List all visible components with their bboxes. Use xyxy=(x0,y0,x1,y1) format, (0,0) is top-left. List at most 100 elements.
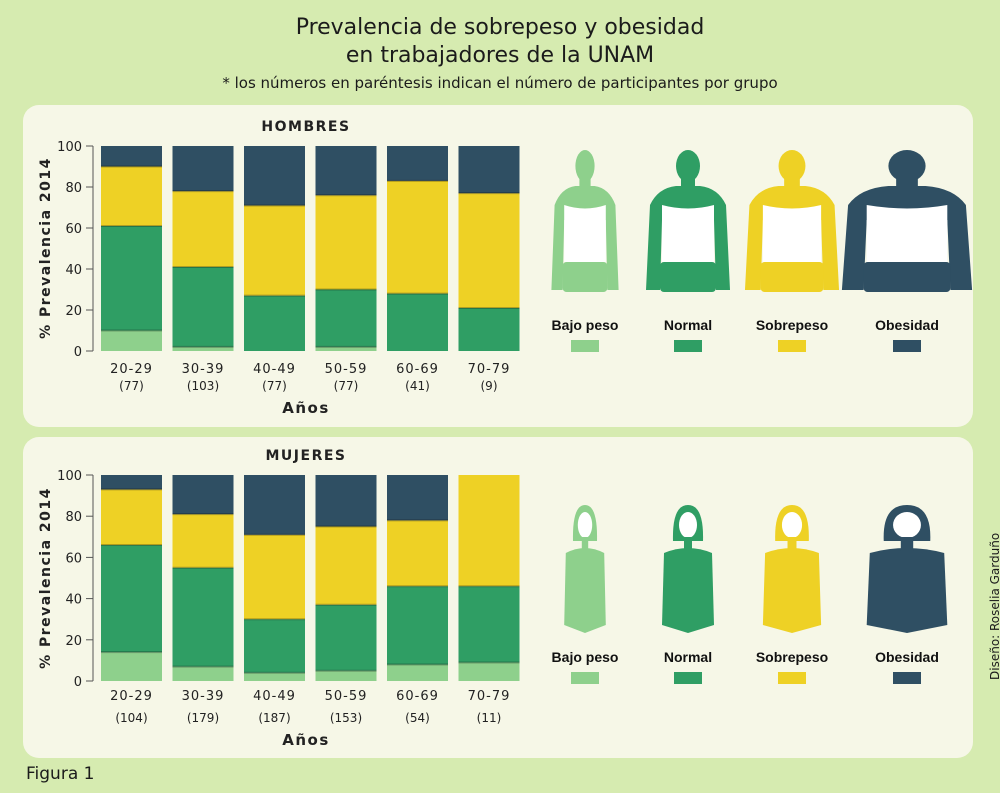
men-bar-normal xyxy=(244,295,305,351)
women-legend-label: Bajo peso xyxy=(552,649,619,665)
women-y-tick-label: 40 xyxy=(65,593,82,608)
men-category-label: 20-29 xyxy=(110,362,153,377)
women-obese-figure-icon xyxy=(866,505,948,633)
men-bar-normal xyxy=(458,307,520,351)
women-bar-bajo-peso xyxy=(387,664,448,681)
men-y-tick-label: 80 xyxy=(65,181,82,196)
men-chart-title: HOMBRES xyxy=(261,119,350,135)
women-normal-weight-figure-icon xyxy=(662,505,714,633)
men-category-label: 50-59 xyxy=(325,362,368,377)
women-category-label: 60-69 xyxy=(396,689,439,704)
men-legend-swatch xyxy=(571,340,599,352)
women-participants-label: (54) xyxy=(405,711,430,725)
men-bar-normal xyxy=(101,225,162,331)
men-category-label: 70-79 xyxy=(468,362,511,377)
women-bar-bajo-peso xyxy=(172,666,234,681)
women-participants-label: (179) xyxy=(187,711,219,725)
women-participants-label: (104) xyxy=(115,711,147,725)
women-bar-obesidad xyxy=(244,475,305,535)
women-bar-normal xyxy=(244,619,305,673)
men-category-label: 60-69 xyxy=(396,362,439,377)
women-bar-obesidad xyxy=(101,475,162,490)
men-participants-label: (77) xyxy=(262,379,287,393)
participants-note: * los números en paréntesis indican el n… xyxy=(222,74,778,92)
women-y-tick-label: 100 xyxy=(57,469,82,484)
men-y-axis-label: % Prevalencia 2014 xyxy=(38,157,54,339)
women-bar-normal xyxy=(172,567,234,667)
women-bar-normal xyxy=(387,586,448,665)
women-legend-label: Normal xyxy=(664,649,712,665)
men-category-label: 40-49 xyxy=(253,362,296,377)
women-bar-normal xyxy=(101,545,162,653)
women-participants-label: (11) xyxy=(477,711,502,725)
women-bar-normal xyxy=(315,604,377,671)
men-legend-swatch xyxy=(778,340,806,352)
men-underweight-figure-icon xyxy=(551,150,619,292)
men-bar-bajo-peso xyxy=(101,330,162,351)
men-legend-label: Sobrepeso xyxy=(756,317,828,333)
men-y-tick-label: 60 xyxy=(65,222,82,237)
men-bar-normal xyxy=(172,266,234,347)
design-credit: Diseño: Roselia Garduño xyxy=(988,532,1000,680)
men-obese-figure-icon xyxy=(841,150,973,292)
men-y-tick-label: 0 xyxy=(74,345,82,360)
women-y-axis-label: % Prevalencia 2014 xyxy=(38,487,54,669)
women-chart-title: MUJERES xyxy=(266,448,347,464)
women-bar-sobrepeso xyxy=(315,526,377,605)
men-overweight-figure-icon xyxy=(744,150,840,292)
men-bar-obesidad xyxy=(387,146,448,181)
women-bar-obesidad xyxy=(315,475,377,527)
men-bar-bajo-peso xyxy=(315,346,377,351)
women-underweight-figure-icon xyxy=(564,505,606,633)
women-bar-obesidad xyxy=(172,475,234,515)
figure-label: Figura 1 xyxy=(26,764,95,784)
men-legend-label: Obesidad xyxy=(875,317,939,333)
men-y-tick-label: 100 xyxy=(57,140,82,155)
women-bar-sobrepeso xyxy=(458,475,520,587)
women-bar-sobrepeso xyxy=(387,520,448,587)
men-bar-sobrepeso xyxy=(458,193,520,308)
women-y-tick-label: 20 xyxy=(65,634,82,649)
men-bar-bajo-peso xyxy=(172,346,234,351)
women-legend-swatch xyxy=(571,672,599,684)
men-bar-sobrepeso xyxy=(387,180,448,294)
women-category-label: 20-29 xyxy=(110,689,153,704)
men-bar-obesidad xyxy=(172,146,234,192)
men-participants-label: (41) xyxy=(405,379,430,393)
women-y-tick-label: 80 xyxy=(65,510,82,525)
women-legend-label: Obesidad xyxy=(875,649,939,665)
women-legend-swatch xyxy=(674,672,702,684)
figure-title-line-2: en trabajadores de la UNAM xyxy=(345,43,655,68)
women-bar-bajo-peso xyxy=(101,652,162,681)
women-category-label: 50-59 xyxy=(325,689,368,704)
men-normal-weight-figure-icon xyxy=(646,150,730,292)
women-bar-obesidad xyxy=(387,475,448,521)
women-legend-swatch xyxy=(778,672,806,684)
men-x-axis-label: Años xyxy=(282,399,330,417)
men-bar-obesidad xyxy=(315,146,377,196)
men-bar-sobrepeso xyxy=(244,205,305,296)
women-legend-label: Sobrepeso xyxy=(756,649,828,665)
men-bar-sobrepeso xyxy=(101,166,162,226)
men-bar-obesidad xyxy=(101,146,162,167)
women-participants-label: (187) xyxy=(258,711,290,725)
women-category-label: 30-39 xyxy=(182,689,225,704)
women-bar-sobrepeso xyxy=(244,534,305,620)
men-y-tick-label: 40 xyxy=(65,263,82,278)
men-bar-sobrepeso xyxy=(315,195,377,290)
women-overweight-figure-icon xyxy=(762,505,822,633)
men-legend-label: Normal xyxy=(664,317,712,333)
women-y-tick-label: 60 xyxy=(65,551,82,566)
women-x-axis-label: Años xyxy=(282,731,330,749)
women-bar-normal xyxy=(458,586,520,663)
men-y-tick-label: 20 xyxy=(65,304,82,319)
men-participants-label: (77) xyxy=(119,379,144,393)
figure-title-line-1: Prevalencia de sobrepeso y obesidad xyxy=(295,15,705,40)
men-category-label: 30-39 xyxy=(182,362,225,377)
men-bar-obesidad xyxy=(244,146,305,206)
men-participants-label: (77) xyxy=(334,379,359,393)
men-participants-label: (9) xyxy=(481,379,498,393)
men-bar-sobrepeso xyxy=(172,191,234,267)
women-bar-sobrepeso xyxy=(172,514,234,568)
